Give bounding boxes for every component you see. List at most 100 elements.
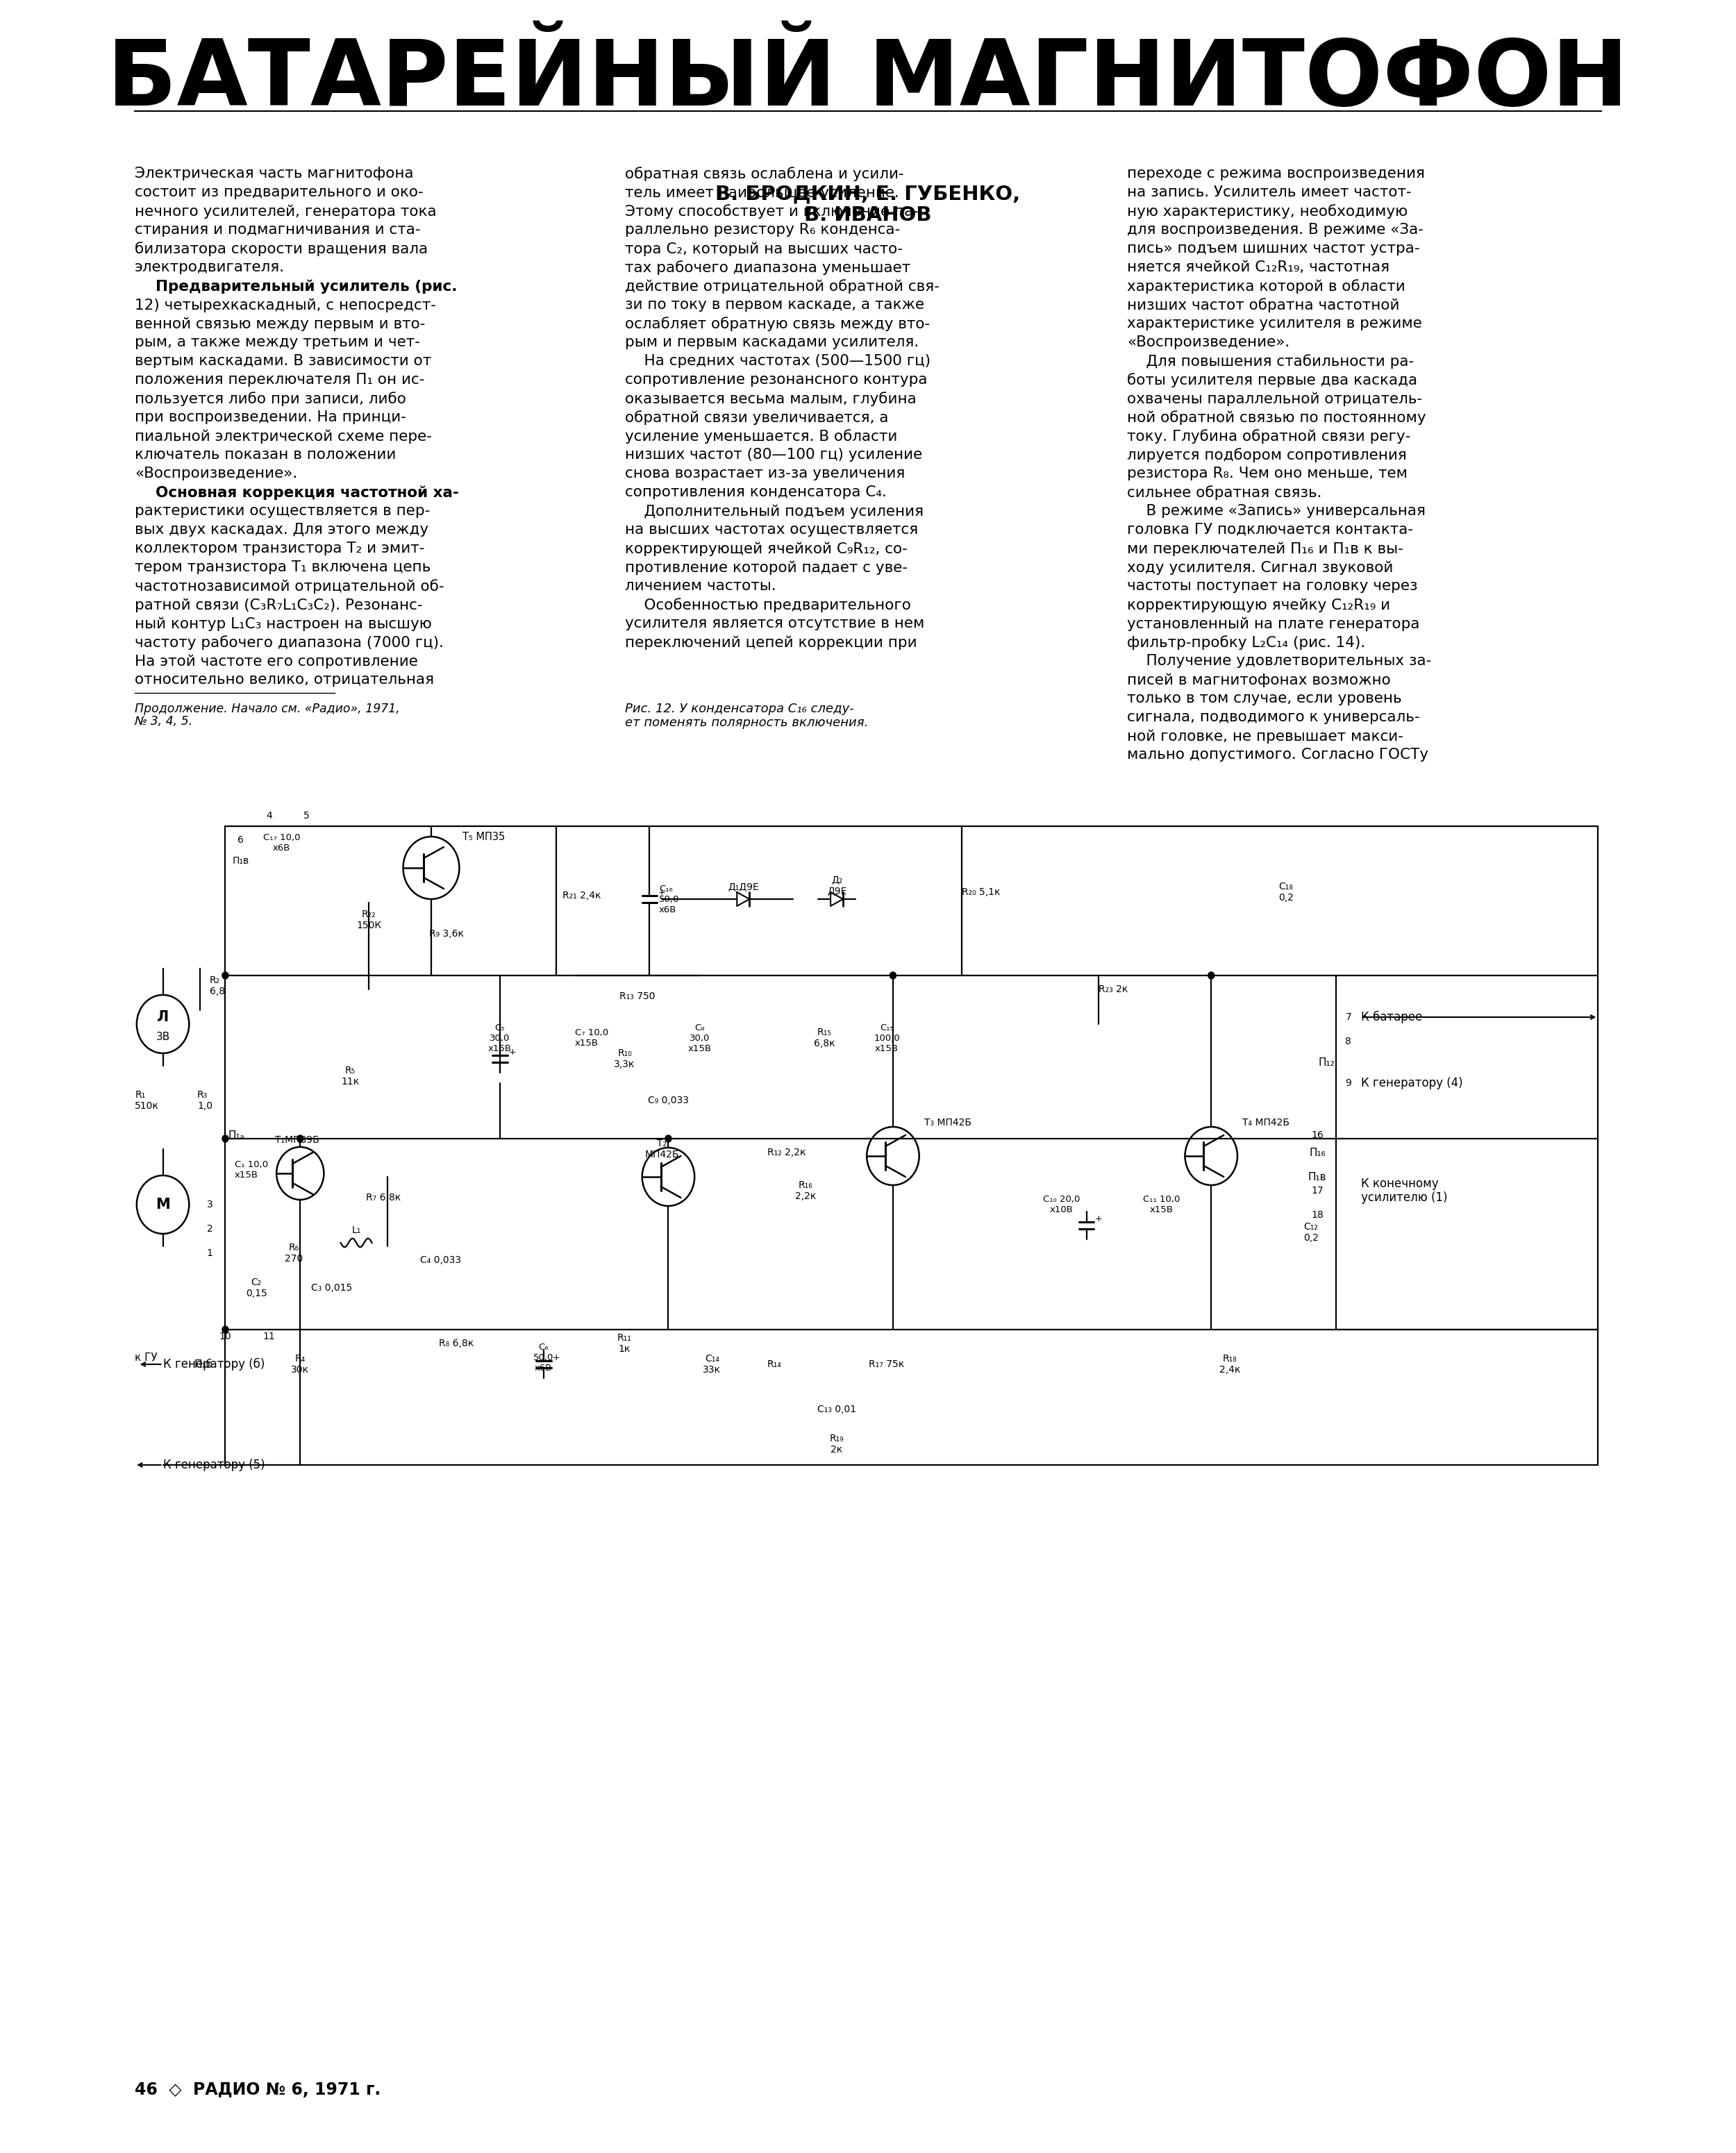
Text: +: + bbox=[509, 1046, 516, 1057]
Circle shape bbox=[222, 1135, 229, 1141]
Text: C₁₂
0,2: C₁₂ 0,2 bbox=[1304, 1223, 1319, 1242]
Text: К генератору (5): К генератору (5) bbox=[163, 1460, 264, 1470]
Text: относительно велико, отрицательная: относительно велико, отрицательная bbox=[135, 672, 434, 687]
Text: П₁б: П₁б bbox=[194, 1359, 214, 1369]
Text: при воспроизведении. На принци-: при воспроизведении. На принци- bbox=[135, 411, 406, 424]
Text: C₈
30,0
x15В: C₈ 30,0 x15В bbox=[687, 1023, 712, 1053]
Text: 2: 2 bbox=[207, 1225, 214, 1234]
Text: 16: 16 bbox=[1311, 1130, 1323, 1141]
Text: П₁₆: П₁₆ bbox=[1309, 1148, 1326, 1158]
Text: C₆
50,0
х6В: C₆ 50,0 х6В bbox=[533, 1343, 554, 1371]
Text: П₁ₐ: П₁ₐ bbox=[227, 1130, 245, 1141]
Text: C₃ 0,015: C₃ 0,015 bbox=[311, 1283, 352, 1292]
Text: C₇ 10,0
x15В: C₇ 10,0 x15В bbox=[575, 1029, 608, 1049]
Text: R₆
270: R₆ 270 bbox=[285, 1242, 304, 1264]
Text: R₂
6,8: R₂ 6,8 bbox=[210, 975, 226, 997]
Text: охвачены параллельной отрицатель-: охвачены параллельной отрицатель- bbox=[1127, 392, 1422, 405]
Text: усиление уменьшается. В области: усиление уменьшается. В области bbox=[625, 428, 898, 444]
Text: Для повышения стабильности ра-: Для повышения стабильности ра- bbox=[1127, 353, 1413, 368]
Text: установленный на плате генератора: установленный на плате генератора bbox=[1127, 616, 1420, 631]
Text: тах рабочего диапазона уменьшает: тах рабочего диапазона уменьшает bbox=[625, 261, 910, 276]
Text: билизатора скорости вращения вала: билизатора скорости вращения вала bbox=[135, 241, 429, 256]
Text: стирания и подмагничивания и ста-: стирания и подмагничивания и ста- bbox=[135, 224, 420, 237]
Text: фильтр-пробку L₂C₁₄ (рис. 14).: фильтр-пробку L₂C₁₄ (рис. 14). bbox=[1127, 635, 1364, 650]
Text: низших частот обратна частотной: низших частот обратна частотной bbox=[1127, 297, 1399, 312]
Text: 18: 18 bbox=[1311, 1210, 1323, 1221]
Text: ную характеристику, необходимую: ную характеристику, необходимую bbox=[1127, 205, 1408, 220]
Text: состоит из предварительного и око-: состоит из предварительного и око- bbox=[135, 185, 424, 200]
Text: Л: Л bbox=[156, 1010, 168, 1025]
Text: току. Глубина обратной связи регу-: току. Глубина обратной связи регу- bbox=[1127, 428, 1410, 444]
Text: C₁₄
33к: C₁₄ 33к bbox=[703, 1354, 720, 1376]
Text: няется ячейкой C₁₂R₁₉, частотная: няется ячейкой C₁₂R₁₉, частотная bbox=[1127, 261, 1389, 273]
Text: C₁₇ 10,0
х6В: C₁₇ 10,0 х6В bbox=[262, 833, 300, 853]
Text: 3В: 3В bbox=[156, 1031, 170, 1042]
Text: Дополнительный подъем усиления: Дополнительный подъем усиления bbox=[625, 504, 924, 519]
Text: C₁₆
50,0
х6В: C₁₆ 50,0 х6В bbox=[660, 885, 679, 915]
Text: Основная коррекция частотной ха-: Основная коррекция частотной ха- bbox=[135, 484, 458, 499]
Circle shape bbox=[891, 971, 896, 980]
Text: ной обратной связью по постоянному: ной обратной связью по постоянному bbox=[1127, 411, 1425, 424]
Text: R₇ 6,8к: R₇ 6,8к bbox=[366, 1193, 401, 1204]
Text: рактеристики осуществляется в пер-: рактеристики осуществляется в пер- bbox=[135, 504, 431, 519]
Text: снова возрастает из-за увеличения: снова возрастает из-за увеличения bbox=[625, 467, 904, 480]
Text: оказывается весьма малым, глубина: оказывается весьма малым, глубина bbox=[625, 392, 917, 407]
Text: мально допустимого. Согласно ГОСТу: мально допустимого. Согласно ГОСТу bbox=[1127, 747, 1429, 762]
Text: частотнозависимой отрицательной об-: частотнозависимой отрицательной об- bbox=[135, 579, 444, 594]
Text: вых двух каскадах. Для этого между: вых двух каскадах. Для этого между bbox=[135, 523, 429, 536]
Text: нечного усилителей, генератора тока: нечного усилителей, генератора тока bbox=[135, 205, 437, 217]
Text: C₁₁ 10,0
x15В: C₁₁ 10,0 x15В bbox=[1142, 1195, 1180, 1214]
Text: № 3, 4, 5.: № 3, 4, 5. bbox=[135, 715, 193, 728]
Text: пись» подъем шишних частот устра-: пись» подъем шишних частот устра- bbox=[1127, 241, 1420, 256]
Text: раллельно резистору R₆ конденса-: раллельно резистору R₆ конденса- bbox=[625, 224, 899, 237]
Text: ключатель показан в положении: ключатель показан в положении bbox=[135, 448, 396, 461]
Text: сильнее обратная связь.: сильнее обратная связь. bbox=[1127, 484, 1321, 499]
Text: обратная связь ослаблена и усили-: обратная связь ослаблена и усили- bbox=[625, 166, 903, 181]
Text: 9: 9 bbox=[1345, 1079, 1352, 1087]
Text: электродвигателя.: электродвигателя. bbox=[135, 261, 285, 273]
Text: Т₃ МП42Б: Т₃ МП42Б bbox=[924, 1117, 972, 1128]
Text: пиальной электрической схеме пере-: пиальной электрической схеме пере- bbox=[135, 428, 432, 444]
Text: сопротивление резонансного контура: сопротивление резонансного контура bbox=[625, 372, 927, 388]
Text: переходе с режима воспроизведения: переходе с режима воспроизведения bbox=[1127, 166, 1425, 181]
Text: венной связью между первым и вто-: венной связью между первым и вто- bbox=[135, 316, 425, 332]
Text: К конечному
усилителю (1): К конечному усилителю (1) bbox=[1361, 1178, 1448, 1204]
Text: R₉ 3,6к: R₉ 3,6к bbox=[429, 928, 464, 939]
Text: В. ИВАНОВ: В. ИВАНОВ bbox=[804, 205, 932, 224]
Circle shape bbox=[297, 1135, 304, 1141]
Text: C₂
0,15: C₂ 0,15 bbox=[247, 1277, 267, 1298]
Circle shape bbox=[665, 1135, 672, 1141]
Text: 1: 1 bbox=[207, 1249, 214, 1257]
Text: «Воспроизведение».: «Воспроизведение». bbox=[135, 467, 297, 480]
Text: R₁₃ 750: R₁₃ 750 bbox=[620, 990, 654, 1001]
Text: Особенностью предварительного: Особенностью предварительного bbox=[625, 599, 911, 611]
Text: головка ГУ подключается контакта-: головка ГУ подключается контакта- bbox=[1127, 523, 1413, 536]
Text: R₂₀ 5,1к: R₂₀ 5,1к bbox=[962, 887, 1000, 898]
Text: Д₂
Д9Е: Д₂ Д9Е bbox=[826, 874, 847, 896]
Circle shape bbox=[1208, 971, 1213, 980]
Text: 4: 4 bbox=[266, 812, 273, 820]
Text: Д₁Д9Е: Д₁Д9Е bbox=[727, 883, 759, 891]
Text: R₁₉
2к: R₁₉ 2к bbox=[830, 1434, 844, 1455]
Text: 46  ◇  РАДИО № 6, 1971 г.: 46 ◇ РАДИО № 6, 1971 г. bbox=[135, 2082, 380, 2099]
Text: На этой частоте его сопротивление: На этой частоте его сопротивление bbox=[135, 655, 418, 667]
Text: К батарее: К батарее bbox=[1361, 1010, 1422, 1023]
Text: R₁₀
3,3к: R₁₀ 3,3к bbox=[615, 1049, 635, 1070]
Text: писей в магнитофонах возможно: писей в магнитофонах возможно bbox=[1127, 672, 1391, 687]
Text: рым, а также между третьим и чет-: рым, а также между третьим и чет- bbox=[135, 336, 420, 349]
Text: переключений цепей коррекции при: переключений цепей коррекции при bbox=[625, 635, 917, 650]
Text: лируется подбором сопротивления: лируется подбором сопротивления bbox=[1127, 448, 1406, 463]
Text: R₈ 6,8к: R₈ 6,8к bbox=[439, 1339, 474, 1348]
Text: коллектором транзистора Т₂ и эмит-: коллектором транзистора Т₂ и эмит- bbox=[135, 543, 425, 555]
Text: Электрическая часть магнитофона: Электрическая часть магнитофона bbox=[135, 166, 413, 181]
Text: противление которой падает с уве-: противление которой падает с уве- bbox=[625, 560, 908, 575]
Text: усилителя является отсутствие в нем: усилителя является отсутствие в нем bbox=[625, 616, 924, 631]
Text: R₁₆
2,2к: R₁₆ 2,2к bbox=[795, 1180, 816, 1201]
Text: на запись. Усилитель имеет частот-: на запись. Усилитель имеет частот- bbox=[1127, 185, 1411, 200]
Text: 12) четырехкаскадный, с непосредст-: 12) четырехкаскадный, с непосредст- bbox=[135, 297, 436, 312]
Text: рым и первым каскадами усилителя.: рым и первым каскадами усилителя. bbox=[625, 336, 918, 349]
Text: обратной связи увеличивается, а: обратной связи увеличивается, а bbox=[625, 411, 889, 424]
Text: Т₁МП39Б: Т₁МП39Б bbox=[274, 1135, 319, 1145]
Text: R₅
11к: R₅ 11к bbox=[340, 1066, 359, 1087]
Circle shape bbox=[222, 1326, 229, 1333]
